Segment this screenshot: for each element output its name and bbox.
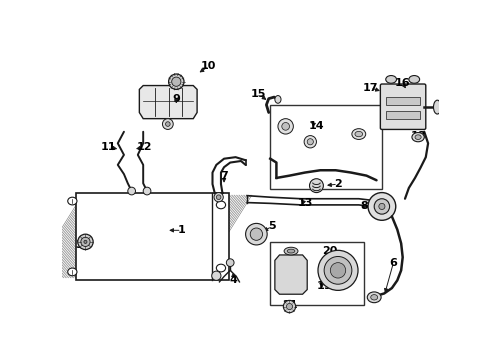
Text: 18: 18 — [409, 131, 425, 141]
Ellipse shape — [68, 197, 77, 205]
Text: 21: 21 — [281, 300, 297, 310]
Text: 17: 17 — [362, 83, 377, 93]
FancyBboxPatch shape — [380, 84, 425, 130]
Circle shape — [277, 119, 293, 134]
Text: 19: 19 — [316, 281, 331, 291]
Circle shape — [81, 237, 90, 247]
Polygon shape — [274, 255, 306, 294]
Circle shape — [250, 228, 262, 240]
Ellipse shape — [370, 294, 377, 300]
Ellipse shape — [274, 95, 281, 103]
Circle shape — [171, 77, 181, 86]
Text: 11: 11 — [101, 142, 116, 152]
Text: 8: 8 — [360, 202, 367, 211]
Bar — [385, 97, 420, 105]
Text: 20: 20 — [322, 246, 337, 256]
Bar — [76, 193, 228, 280]
Text: 15: 15 — [250, 89, 266, 99]
Circle shape — [226, 259, 234, 266]
Circle shape — [214, 193, 223, 202]
Ellipse shape — [414, 135, 420, 139]
Circle shape — [304, 136, 316, 148]
Bar — [270, 242, 364, 305]
Ellipse shape — [385, 76, 396, 83]
Ellipse shape — [408, 76, 419, 83]
Text: 14: 14 — [308, 121, 324, 131]
Circle shape — [329, 263, 345, 278]
Circle shape — [84, 240, 87, 243]
Ellipse shape — [354, 131, 362, 137]
Circle shape — [165, 122, 170, 126]
Circle shape — [367, 193, 395, 220]
Ellipse shape — [284, 247, 297, 255]
Circle shape — [306, 139, 313, 145]
Polygon shape — [139, 86, 197, 119]
Circle shape — [373, 199, 389, 214]
Circle shape — [286, 303, 292, 310]
Text: 10: 10 — [201, 61, 216, 71]
Circle shape — [211, 271, 221, 280]
Text: 12: 12 — [136, 142, 151, 152]
Circle shape — [168, 74, 183, 89]
Ellipse shape — [351, 129, 365, 139]
Circle shape — [281, 122, 289, 130]
Circle shape — [245, 223, 266, 245]
Ellipse shape — [411, 132, 424, 142]
Ellipse shape — [216, 201, 225, 209]
Text: 3: 3 — [75, 240, 83, 250]
Text: 9: 9 — [172, 94, 180, 104]
Circle shape — [78, 234, 93, 249]
Circle shape — [162, 119, 173, 130]
Ellipse shape — [366, 292, 380, 303]
Text: 16: 16 — [394, 78, 409, 88]
Text: 4: 4 — [229, 275, 237, 285]
Text: 7: 7 — [220, 171, 227, 181]
Ellipse shape — [216, 264, 225, 272]
Ellipse shape — [286, 249, 294, 253]
Circle shape — [324, 256, 351, 284]
Circle shape — [127, 187, 135, 195]
Text: 1: 1 — [178, 225, 185, 235]
Text: 2: 2 — [333, 179, 341, 189]
Circle shape — [378, 203, 384, 210]
Ellipse shape — [68, 268, 77, 276]
Bar — [270, 105, 381, 189]
Text: 13: 13 — [297, 198, 312, 208]
Circle shape — [216, 195, 221, 199]
Text: 6: 6 — [389, 258, 397, 267]
Bar — [385, 111, 420, 119]
Text: 5: 5 — [267, 221, 275, 231]
Circle shape — [309, 179, 323, 193]
Circle shape — [283, 300, 295, 313]
Circle shape — [317, 250, 357, 291]
Circle shape — [143, 187, 151, 195]
Ellipse shape — [432, 100, 440, 114]
